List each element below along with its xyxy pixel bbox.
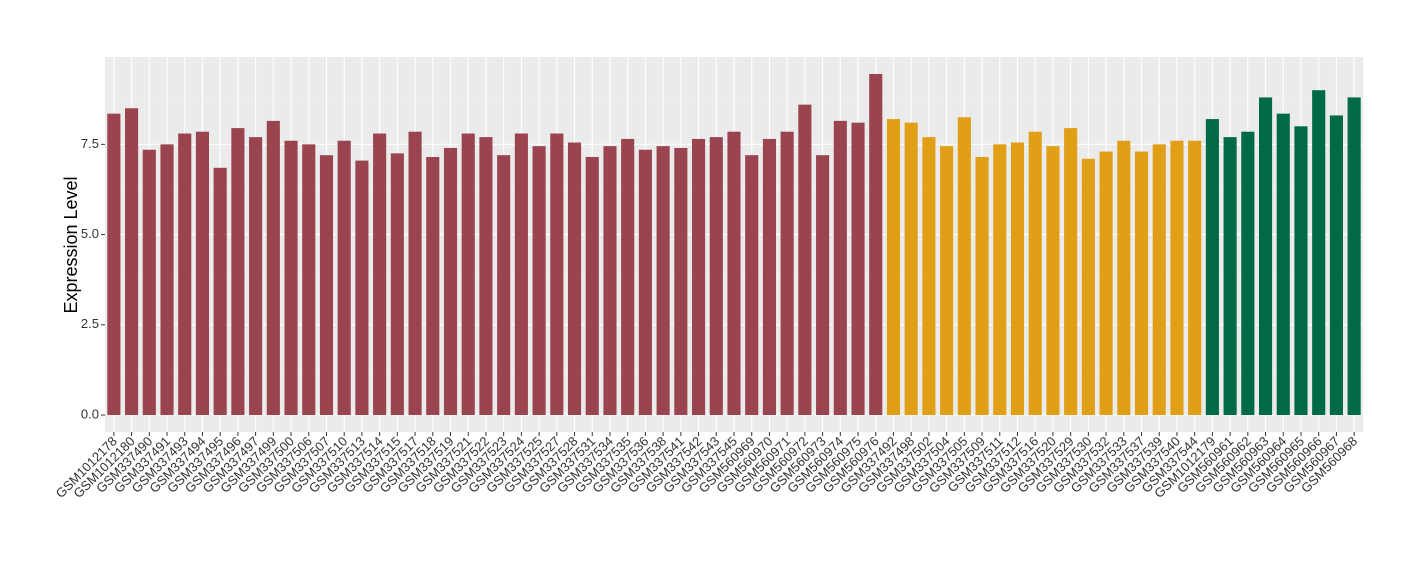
bar [355,160,369,416]
bar [1276,113,1290,416]
bar [656,146,670,416]
bar [479,137,493,416]
bar [603,146,617,416]
bar [1046,146,1060,416]
bar [745,155,759,416]
bar [922,137,936,416]
bar [284,140,298,416]
bar [674,147,688,416]
bar [443,147,458,416]
bar [1170,140,1184,416]
bar [869,73,883,416]
bar [1010,142,1025,416]
bar [249,137,263,416]
bar [231,128,245,416]
bar [1117,140,1131,416]
bar [1028,131,1042,416]
bar [302,144,316,416]
bar [975,156,989,416]
bar [1312,90,1326,416]
bar [567,142,582,416]
bar [762,138,776,416]
bar [195,131,210,416]
y-tick-label: 7.5 [81,136,99,151]
bar [851,122,865,416]
bar [266,120,280,416]
bar [816,155,830,416]
bar [532,146,546,416]
bar [514,133,528,416]
bar [585,156,599,416]
bar [621,138,635,416]
bar [727,131,741,416]
bar [1241,131,1255,416]
y-axis-label: Expression Level [61,176,81,313]
bar [1223,137,1237,416]
bar [408,131,422,416]
bar [993,144,1007,416]
bar [337,140,351,416]
bar [178,133,192,416]
bar [213,167,227,416]
bar [373,133,387,416]
bar [638,149,652,416]
bar [1329,115,1343,416]
y-tick-label: 0.0 [81,406,99,421]
bar [1134,151,1149,416]
bar [1347,97,1361,416]
bar [957,117,971,416]
bar [1064,128,1078,416]
bar [1152,144,1166,416]
bar [1081,158,1095,416]
bar [904,122,918,416]
bar [833,120,847,416]
bar [709,137,723,416]
bar [142,149,156,416]
bar [1205,119,1219,416]
bar [940,146,954,416]
bar [160,144,174,416]
bar [798,104,812,416]
bar [390,153,404,416]
bar [461,133,475,416]
bar [780,131,794,416]
y-tick-label: 2.5 [81,316,99,331]
bar [550,133,564,416]
bar [1099,151,1113,416]
bar [886,119,901,416]
y-tick-label: 5.0 [81,226,99,241]
bar [1258,97,1273,416]
bar [125,108,139,416]
bar [107,113,121,416]
bar [426,156,440,416]
bar [497,155,511,416]
bar [319,155,334,416]
bar [1188,140,1202,416]
bar [1294,126,1308,416]
bar [692,138,706,416]
